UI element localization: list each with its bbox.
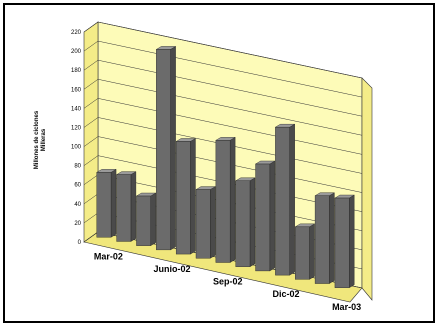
y-tick-label: 200 [71, 49, 82, 55]
y-tick-label: 180 [71, 68, 82, 74]
y-tick-label: 160 [71, 87, 82, 93]
bar-side [110, 168, 117, 238]
y-axis-label: Milleras [41, 128, 47, 151]
bar-side [210, 186, 216, 259]
bar [295, 226, 310, 280]
x-tick-label: Dic-02 [273, 289, 300, 299]
y-tick-label: 60 [74, 183, 81, 189]
chart-side-wall [83, 21, 99, 243]
bar [136, 195, 151, 246]
bar [195, 189, 211, 259]
gridline-side [83, 174, 99, 185]
bar-side [329, 192, 335, 284]
y-tick-label: 0 [78, 240, 82, 246]
x-tick-label: Mar-03 [332, 302, 361, 312]
y-tick-label: 20 [74, 221, 81, 227]
y-tick-label: 220 [71, 30, 82, 36]
x-tick-label: Sep-02 [213, 277, 243, 287]
gridline-side [83, 193, 99, 205]
gridline-side [83, 212, 99, 224]
gridline-side [83, 21, 99, 33]
bar-side [170, 46, 176, 251]
x-tick-label: Mar-02 [94, 251, 123, 261]
gridline-side [83, 98, 99, 109]
bar [255, 163, 271, 272]
y-tick-label: 120 [71, 125, 82, 131]
bar-side [150, 192, 156, 247]
y-tick-label: 40 [74, 202, 81, 208]
bar [215, 140, 231, 263]
gridline [97, 40, 363, 98]
bar-side [289, 123, 295, 276]
bar [96, 172, 112, 238]
gridline-side [83, 231, 99, 243]
bar [116, 174, 132, 242]
chart-right-wall [361, 77, 373, 301]
y-tick-label: 80 [74, 164, 81, 170]
bar [334, 197, 350, 288]
y-tick-label: 100 [71, 145, 82, 151]
bar-side [349, 194, 355, 289]
x-tick-label: Junio-02 [153, 264, 190, 274]
bar [314, 195, 330, 284]
y-tick-label: 140 [71, 106, 82, 112]
gridline-side [83, 136, 99, 147]
gridline-side [83, 40, 99, 52]
gridline-side [83, 79, 99, 90]
gridline [97, 79, 363, 136]
bar [156, 49, 171, 251]
bar-side [190, 138, 196, 255]
bar-side [309, 223, 315, 280]
y-axis-label: Millones de ciclones [34, 110, 40, 169]
gridline-side [83, 155, 99, 166]
bar [275, 126, 290, 276]
gridline [97, 59, 363, 117]
bar-side [130, 171, 137, 242]
bar [175, 141, 191, 255]
bar-side [269, 160, 276, 272]
gridline-side [83, 117, 99, 128]
gridline-side [83, 59, 99, 71]
bar-side [229, 136, 236, 263]
gridline [97, 98, 363, 155]
bar [235, 180, 251, 267]
bar-side [249, 177, 256, 268]
gridline [97, 21, 363, 79]
